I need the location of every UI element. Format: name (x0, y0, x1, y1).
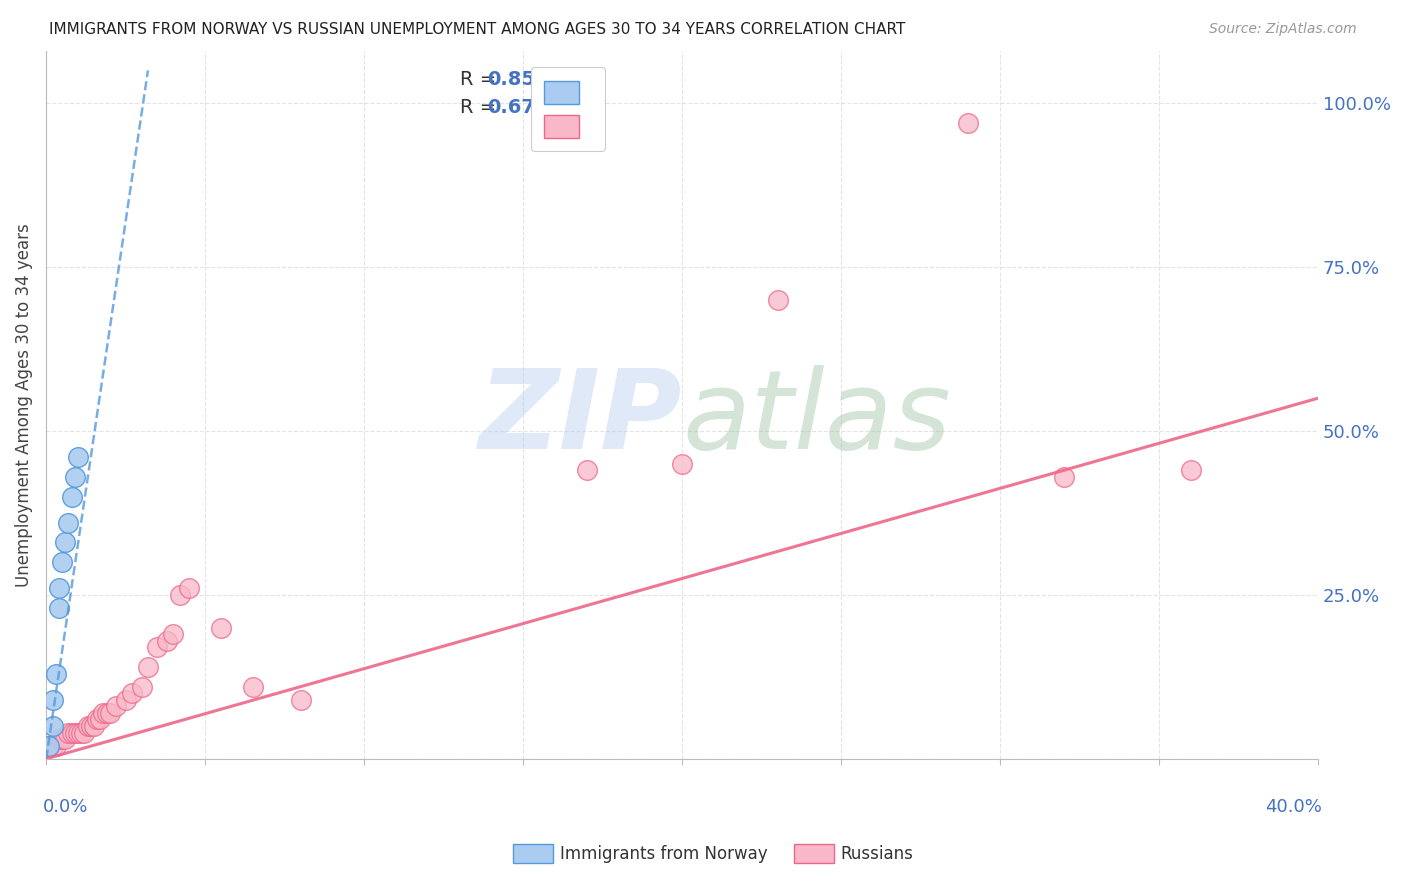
Point (48, 732, 70, 747)
Point (766, 293, 789, 307)
Point (60, 490, 83, 504)
Point (38, 739, 60, 753)
Point (76, 719, 98, 733)
Text: R =: R = (460, 70, 502, 88)
Point (121, 686, 143, 700)
Point (105, 699, 128, 714)
Point (63, 470, 86, 484)
Point (41, 693, 63, 707)
Text: 0.855: 0.855 (488, 70, 550, 88)
Point (70, 725, 93, 739)
Point (48, 601, 70, 615)
Point (179, 582, 201, 596)
Point (51, 732, 73, 747)
Text: ZIP: ZIP (478, 366, 682, 473)
Point (86, 713, 108, 727)
Point (957, 116, 980, 130)
Point (131, 680, 153, 694)
Point (38, 739, 60, 753)
Point (162, 627, 184, 641)
Text: 12: 12 (568, 70, 595, 88)
Point (45, 739, 67, 753)
Point (66, 450, 89, 465)
Text: 0.677: 0.677 (488, 98, 548, 117)
Text: 0.0%: 0.0% (42, 797, 87, 815)
Point (63, 725, 86, 739)
Y-axis label: Unemployment Among Ages 30 to 34 years: Unemployment Among Ages 30 to 34 years (15, 223, 32, 587)
Text: Immigrants from Norway: Immigrants from Norway (560, 845, 768, 863)
Legend: , : , (530, 68, 605, 152)
Point (73, 725, 96, 739)
Point (60, 725, 83, 739)
Text: IMMIGRANTS FROM NORWAY VS RUSSIAN UNEMPLOYMENT AMONG AGES 30 TO 34 YEARS CORRELA: IMMIGRANTS FROM NORWAY VS RUSSIAN UNEMPL… (49, 22, 905, 37)
Point (41, 739, 63, 753)
Point (66, 725, 89, 739)
Text: atlas: atlas (682, 366, 950, 473)
Point (136, 660, 159, 674)
Point (1180, 463, 1202, 477)
Point (89, 713, 111, 727)
Point (671, 457, 693, 471)
Text: Source: ZipAtlas.com: Source: ZipAtlas.com (1209, 22, 1357, 37)
Text: 39: 39 (568, 98, 595, 117)
Point (41, 719, 63, 733)
Point (45, 666, 67, 681)
Point (53, 732, 76, 747)
Point (80, 719, 103, 733)
Point (53, 535, 76, 549)
Text: N =: N = (534, 70, 598, 88)
Point (209, 621, 232, 635)
Point (98, 706, 121, 720)
Point (242, 680, 264, 694)
Point (114, 693, 136, 707)
Point (51, 555, 73, 569)
Point (575, 463, 598, 477)
Point (290, 693, 312, 707)
Text: 40.0%: 40.0% (1265, 797, 1322, 815)
Text: Russians: Russians (841, 845, 914, 863)
Point (146, 640, 169, 655)
Point (48, 582, 70, 596)
Point (83, 719, 105, 733)
Text: R =: R = (460, 98, 502, 117)
Point (156, 633, 179, 648)
Point (58, 725, 80, 739)
Point (93, 706, 115, 720)
Point (169, 588, 191, 602)
Point (58, 516, 80, 530)
Point (1053, 470, 1076, 484)
Point (96, 706, 118, 720)
Text: N =: N = (534, 98, 598, 117)
